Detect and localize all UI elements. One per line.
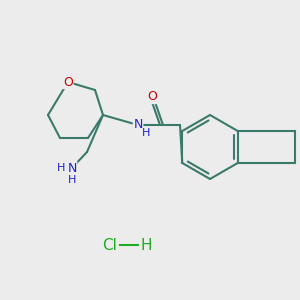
Text: N: N	[67, 161, 77, 175]
Text: H: H	[68, 175, 76, 185]
Text: O: O	[147, 91, 157, 103]
Text: H: H	[57, 163, 65, 173]
Text: H: H	[142, 128, 150, 138]
Text: N: N	[133, 118, 143, 130]
Text: Cl: Cl	[103, 238, 117, 253]
Text: H: H	[140, 238, 152, 253]
Text: O: O	[63, 76, 73, 88]
